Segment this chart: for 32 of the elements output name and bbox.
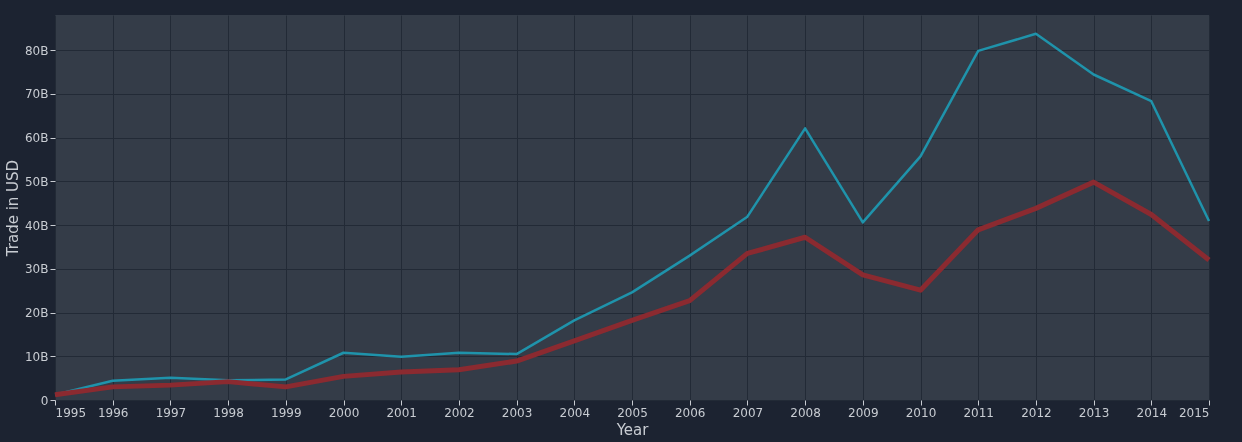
x-tick-label: 2008 [790, 405, 821, 420]
x-tick-label: 2011 [963, 405, 994, 420]
x-tick-label: 2009 [848, 405, 879, 420]
x-tick-label: 2005 [617, 405, 648, 420]
x-tick-label: 2004 [559, 405, 591, 420]
x-tick-label: 2006 [674, 405, 706, 420]
x-tick-label: 2001 [386, 405, 417, 420]
x-tick-label: 1996 [97, 405, 129, 420]
y-tick-label: 60B [24, 131, 49, 145]
y-tick-label: 50B [24, 174, 49, 189]
x-tick-label: 2015 [1178, 405, 1210, 420]
y-axis-title: Trade in USD [4, 159, 22, 258]
x-tick-label: 2013 [1078, 405, 1110, 420]
y-tick-label: 30B [24, 262, 49, 277]
y-tick-label: 20B [24, 306, 49, 320]
y-tick-label: 80B [24, 43, 49, 58]
x-axis-title: Year [615, 420, 650, 439]
y-tick-label: 70B [24, 87, 49, 102]
x-tick-label: 1995 [55, 405, 87, 420]
x-tick-label: 1998 [213, 405, 244, 420]
x-tick-label: 2012 [1021, 405, 1052, 420]
x-tick-label: 2007 [732, 405, 764, 420]
x-tick-label: 2003 [501, 405, 533, 420]
x-tick-label: 1999 [271, 405, 302, 420]
y-tick-label: 10B [24, 349, 49, 364]
x-tick-label: 1997 [155, 405, 187, 420]
x-tick-label: 2010 [905, 405, 937, 420]
y-tick-label: 40B [24, 218, 49, 233]
y-tick-label: 0 [40, 393, 49, 408]
x-tick-label: 2000 [328, 405, 360, 420]
x-tick-label: 2014 [1136, 405, 1168, 420]
x-tick-label: 2002 [444, 405, 475, 420]
